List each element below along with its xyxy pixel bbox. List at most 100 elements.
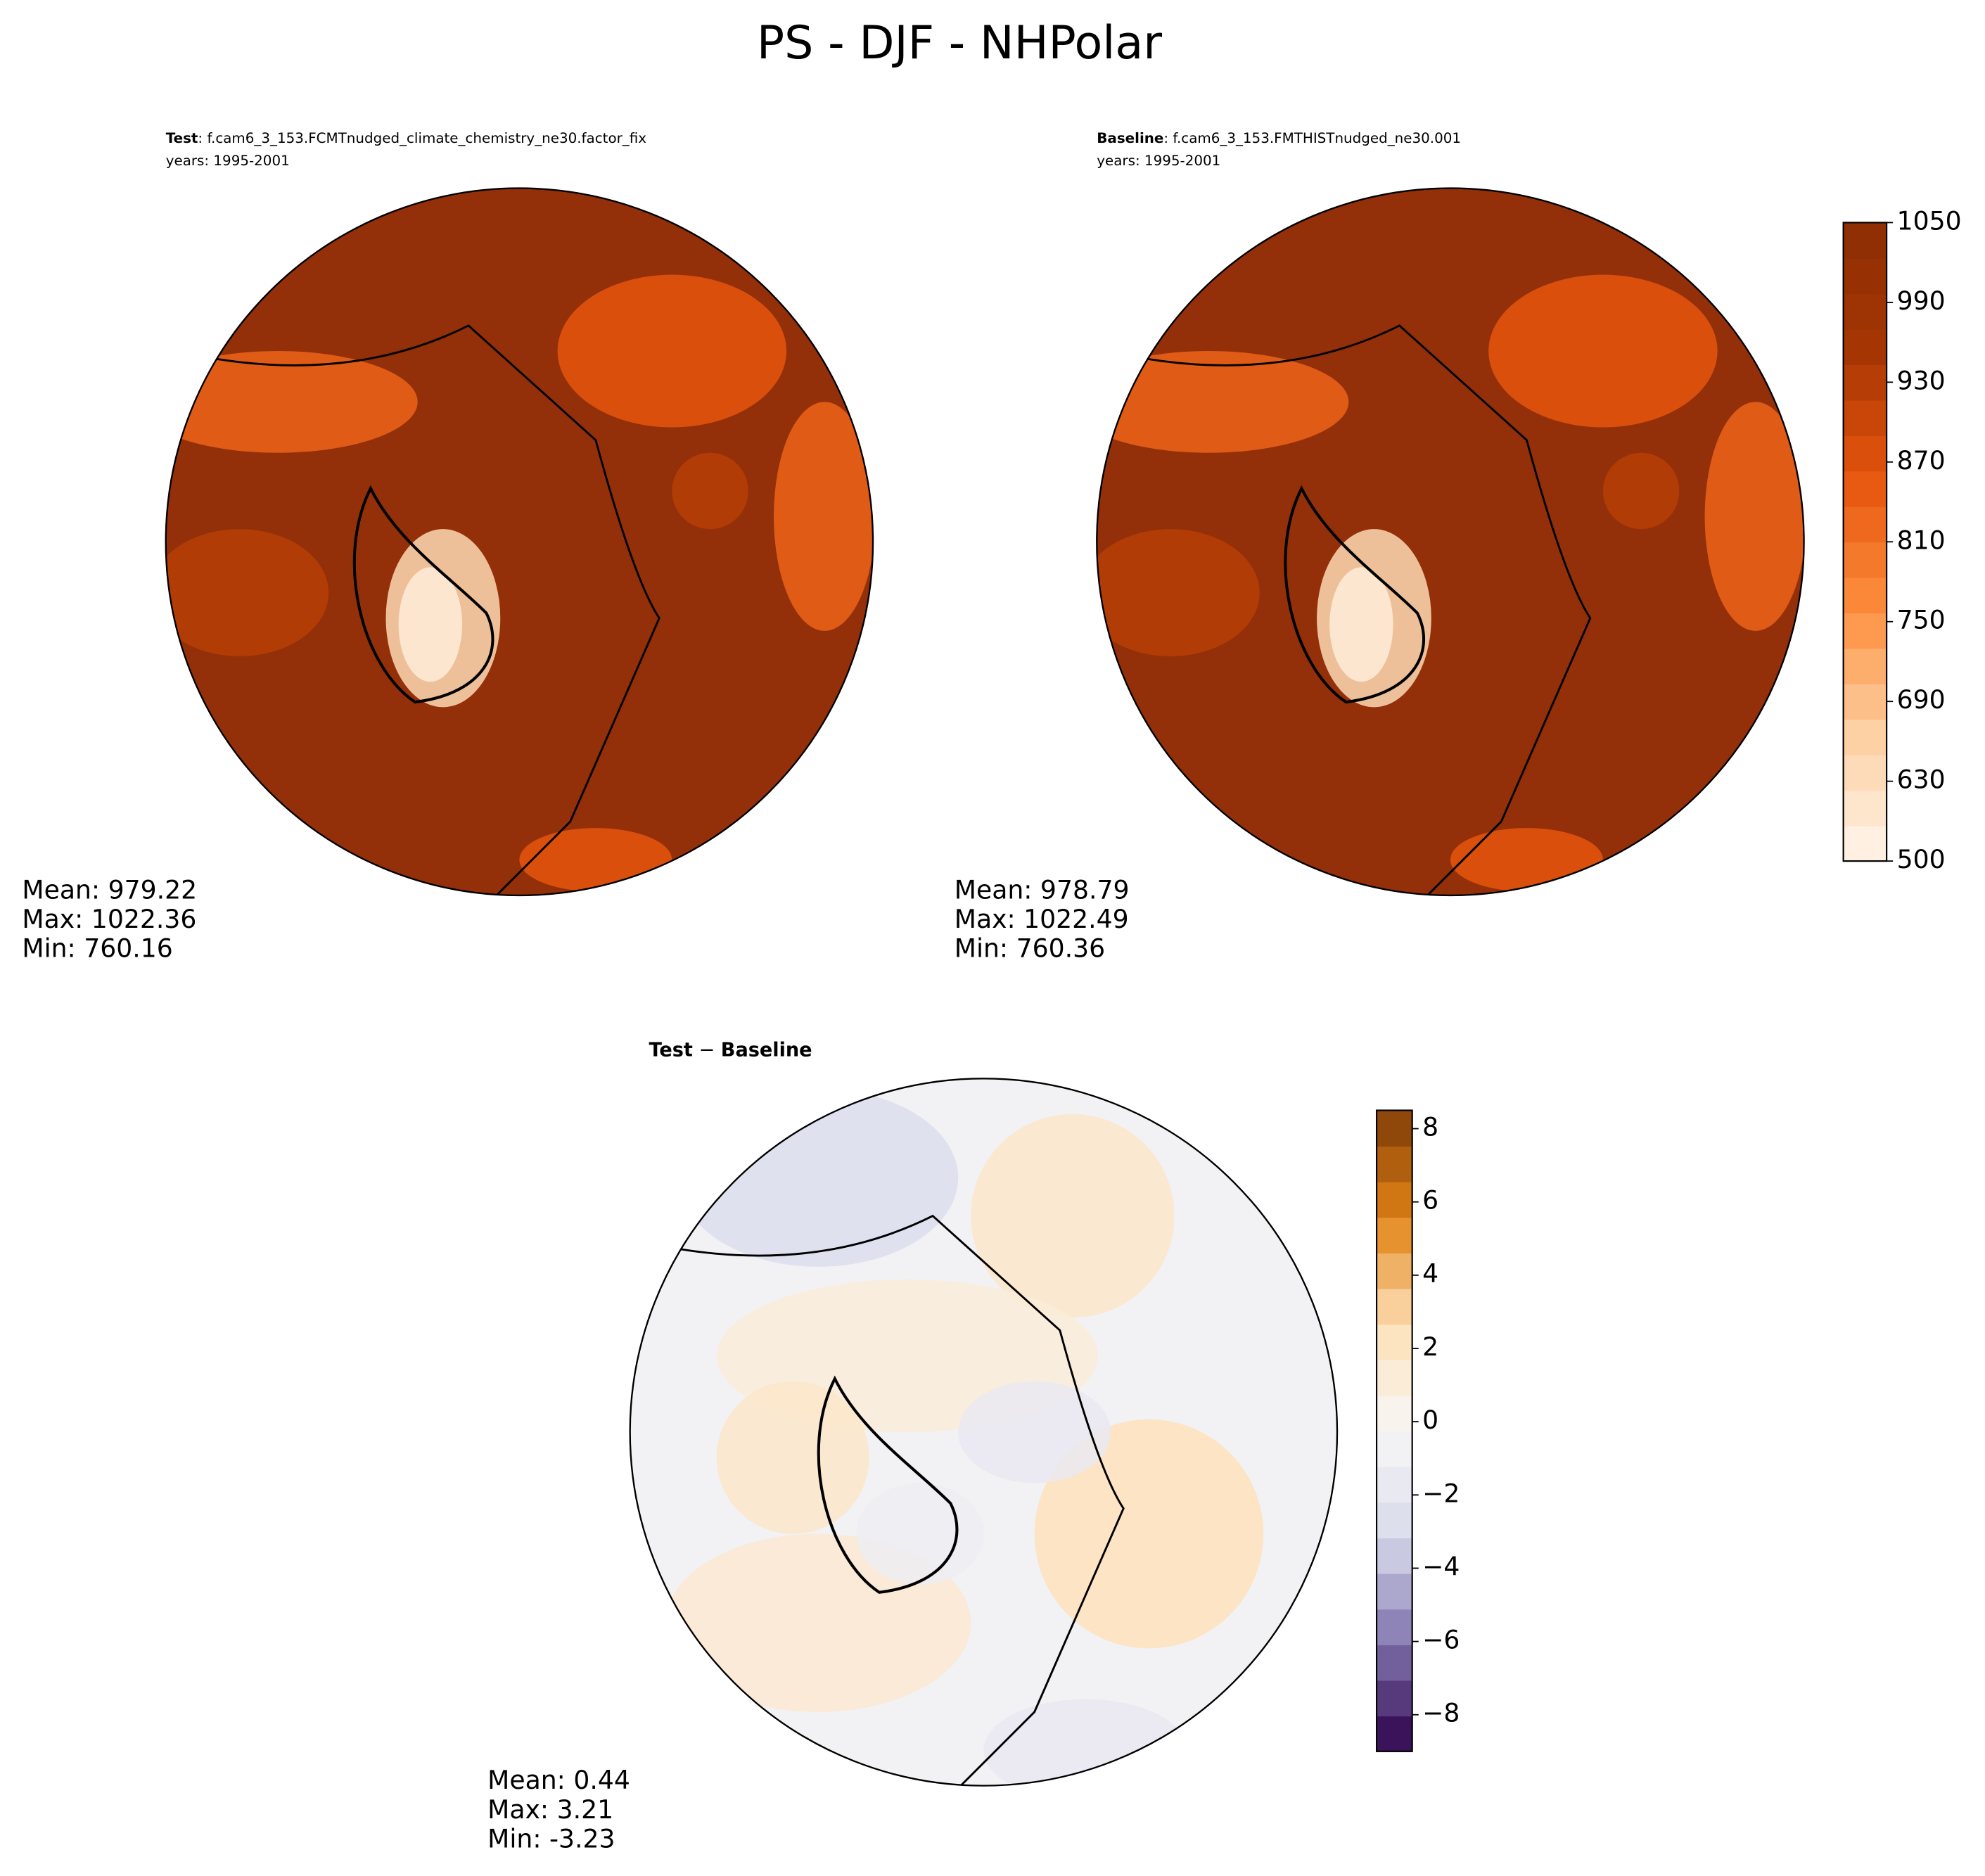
colorbar-tick-label: −4 xyxy=(1422,1551,1460,1581)
field-shading xyxy=(983,1699,1187,1786)
colorbar-tick-label: −2 xyxy=(1422,1478,1460,1508)
colorbar-band xyxy=(1377,1324,1412,1360)
coastline xyxy=(817,1375,959,1594)
map-panel: Baseline: f.cam6_3_153.FMTHISTnudged_ne3… xyxy=(955,130,1805,964)
colorbar-band xyxy=(1377,1359,1412,1396)
field-shading xyxy=(1488,274,1718,428)
colorbar-band xyxy=(1377,1538,1412,1574)
coastline xyxy=(1284,485,1426,704)
field-shading xyxy=(165,529,329,656)
colorbar-band xyxy=(1377,1181,1412,1218)
field-shading xyxy=(165,351,418,453)
colorbar-band xyxy=(1843,648,1887,684)
colorbar-tick-label: 8 xyxy=(1422,1112,1438,1142)
panel-stat: Mean: 979.22 xyxy=(22,875,197,905)
colorbar-band xyxy=(1377,1253,1412,1289)
coastline xyxy=(175,324,660,895)
panel-stat: Max: 3.21 xyxy=(487,1794,613,1825)
panel-stat: Mean: 0.44 xyxy=(487,1765,630,1795)
colorbar-tick-label: 930 xyxy=(1897,365,1946,395)
colorbar-band xyxy=(1377,1217,1412,1253)
colorbar-tick-label: 1050 xyxy=(1897,205,1962,236)
panel-subtitle: : f.cam6_3_153.FCMTnudged_climate_chemis… xyxy=(198,130,646,146)
map-field xyxy=(1097,188,1804,895)
panel-label: Baseline xyxy=(721,1039,812,1061)
field-shading xyxy=(1602,452,1680,530)
colorbar-band xyxy=(1843,683,1887,720)
colorbar-band xyxy=(1377,1110,1412,1147)
panel-label: Test xyxy=(649,1039,692,1061)
colorbar-band xyxy=(1377,1288,1412,1325)
colorbar-band xyxy=(1843,328,1887,366)
figure-title: PS - DJF - NHPolar xyxy=(757,17,1162,70)
colorbar-band xyxy=(1377,1573,1412,1610)
colorbar-band xyxy=(1377,1680,1412,1717)
colorbar-band xyxy=(1843,790,1887,827)
panel-stat: Min: -3.23 xyxy=(487,1823,615,1853)
colorbar-band xyxy=(1843,754,1887,791)
field-shading xyxy=(971,1114,1175,1318)
colorbar-tick-label: 690 xyxy=(1897,684,1946,715)
colorbar-band xyxy=(1843,542,1887,578)
colorbar-band xyxy=(1377,1716,1412,1752)
field-shading xyxy=(678,1088,959,1267)
colorbar-band xyxy=(1377,1395,1412,1432)
panel-stat: Max: 1022.36 xyxy=(22,904,196,934)
panel-years: years: 1995-2001 xyxy=(166,153,290,169)
colorbar-tick-label: 630 xyxy=(1897,765,1946,795)
field-shading xyxy=(716,1381,869,1534)
coastline xyxy=(639,1214,1125,1786)
colorbar-band xyxy=(1843,364,1887,401)
map-boundary xyxy=(629,1078,1339,1787)
field-shading xyxy=(557,274,787,428)
colorbar-tick-label: −8 xyxy=(1422,1698,1460,1728)
colorbar-band xyxy=(1377,1609,1412,1645)
coastline xyxy=(352,485,494,704)
map-panel: Test: f.cam6_3_153.FCMTnudged_climate_ch… xyxy=(22,130,874,964)
panel-title: Test: f.cam6_3_153.FCMTnudged_climate_ch… xyxy=(166,130,647,146)
panel-subtitle: : f.cam6_3_153.FMTHISTnudged_ne30.001 xyxy=(1163,130,1461,146)
colorbar-band xyxy=(1377,1146,1412,1182)
colorbar-band xyxy=(1843,257,1887,295)
colorbar-tick-label: 870 xyxy=(1897,445,1946,476)
colorbar-tick-label: 750 xyxy=(1897,605,1946,635)
colorbar-tick-label: 500 xyxy=(1897,844,1946,874)
colorbar-band xyxy=(1843,719,1887,755)
colorbar-tick-label: −6 xyxy=(1422,1625,1460,1655)
colorbar-frame xyxy=(1375,1109,1413,1752)
colorbar-tick-label: 0 xyxy=(1422,1405,1438,1435)
colorbar-band xyxy=(1377,1644,1412,1681)
field-shading xyxy=(1704,402,1804,631)
field-shading xyxy=(1034,1419,1264,1649)
colorbar: −8 −6 −4 −2 0 2 4 6 8 xyxy=(1375,1109,1460,1752)
panel-stat: Min: 760.16 xyxy=(22,933,172,964)
field-shading xyxy=(958,1381,1111,1483)
colorbar-band xyxy=(1843,471,1887,507)
panel-title: Baseline: f.cam6_3_153.FMTHISTnudged_ne3… xyxy=(1097,130,1461,146)
panel-years: years: 1995-2001 xyxy=(1097,153,1220,169)
map-field xyxy=(630,1078,1338,1786)
colorbar-band xyxy=(1843,293,1887,330)
panel-stat: Max: 1022.49 xyxy=(955,904,1129,934)
panel-stat: Mean: 978.79 xyxy=(955,875,1130,905)
colorbar-tick-label: 6 xyxy=(1422,1185,1438,1215)
colorbar-band xyxy=(1843,613,1887,649)
field-shading xyxy=(672,452,748,530)
field-shading xyxy=(1097,351,1349,453)
map-field xyxy=(165,188,874,895)
field-shading xyxy=(1450,828,1603,892)
field-shading xyxy=(398,567,463,682)
field-shading xyxy=(856,1483,984,1585)
panel-stat: Min: 760.36 xyxy=(955,933,1105,964)
colorbar: 500 630 690 750 810 870 930 990 1050 xyxy=(1842,205,1962,874)
map-boundary xyxy=(1096,187,1805,897)
colorbar-band xyxy=(1843,435,1887,472)
coastline xyxy=(1106,324,1592,895)
colorbar-band xyxy=(1377,1502,1412,1538)
colorbar-band xyxy=(1843,506,1887,543)
colorbar-band xyxy=(1843,400,1887,436)
field-shading xyxy=(1329,567,1393,682)
colorbar-band xyxy=(1843,825,1887,862)
